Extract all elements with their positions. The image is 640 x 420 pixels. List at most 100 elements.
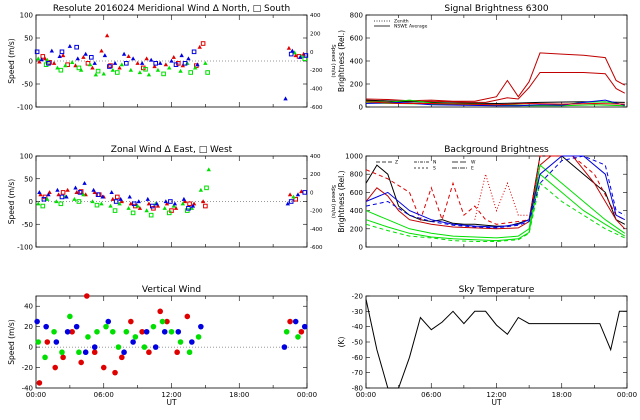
y-tick-label: 0 <box>29 198 33 206</box>
legend-label: E <box>471 166 474 172</box>
data-point <box>132 334 139 340</box>
data-point <box>139 61 145 65</box>
y-tick-label: -60 <box>352 354 363 362</box>
y-tick-label: 600 <box>350 35 363 43</box>
data-point <box>155 67 161 72</box>
vertical-wind-panel: Vertical Wind -40 -20 0 20 40 Speed (m/s) 00:00… <box>7 285 317 407</box>
data-point <box>200 41 206 46</box>
data-point <box>119 354 125 361</box>
y-tick-label: -40 <box>22 385 33 393</box>
data-point <box>100 364 107 371</box>
data-point <box>100 194 105 199</box>
chart-title: Signal Brightness 6300 <box>444 4 548 14</box>
y-tick-label: -30 <box>352 308 363 316</box>
x-tick-label: 18:00 <box>229 391 249 399</box>
data-point <box>174 349 180 356</box>
data-point <box>82 349 89 356</box>
data-point <box>139 328 145 335</box>
data-point <box>175 328 182 335</box>
data-point <box>130 210 136 216</box>
data-point <box>82 181 87 185</box>
data-point <box>137 70 143 75</box>
legend-label: Zenith <box>394 19 409 25</box>
data-point <box>283 328 290 335</box>
data-point <box>36 201 41 206</box>
y-right-tick-label: -400 <box>310 227 323 233</box>
data-point <box>182 199 188 204</box>
data-point <box>131 201 137 207</box>
y-right-axis-label: Speed (m/s) <box>330 185 336 218</box>
data-point <box>190 203 196 208</box>
data-point <box>189 339 195 345</box>
data-point <box>119 62 125 67</box>
data-point <box>39 57 44 62</box>
data-point <box>60 190 66 195</box>
y-tick-label: 0 <box>29 58 33 66</box>
plot-frame <box>35 295 308 389</box>
data-point <box>181 196 187 201</box>
legend-label: N <box>433 160 436 166</box>
data-point <box>46 61 51 66</box>
y-right-axis-label: Speed (m/s) <box>330 44 336 77</box>
y-right-tick-label: -200 <box>310 68 323 74</box>
data-point <box>206 167 211 172</box>
x-tick-label: 06:00 <box>94 391 114 399</box>
data-point <box>205 70 210 75</box>
y-tick-label: 0 <box>359 244 363 252</box>
data-point <box>115 344 122 350</box>
data-point <box>184 313 191 320</box>
data-point <box>173 62 179 67</box>
data-point <box>128 67 134 72</box>
data-point <box>298 328 305 335</box>
data-point <box>281 344 288 350</box>
data-point <box>93 72 99 77</box>
data-point <box>45 57 50 62</box>
data-point <box>144 208 149 213</box>
data-point <box>143 328 150 335</box>
plot-frame <box>365 155 628 248</box>
data-point <box>92 61 97 65</box>
data-point <box>167 65 172 70</box>
data-point <box>154 201 160 206</box>
data-point <box>197 44 202 49</box>
data-point <box>55 187 60 192</box>
data-point <box>73 323 80 330</box>
y-tick-label: 0 <box>29 344 33 352</box>
y-tick-label: -20 <box>22 364 33 372</box>
y-tick-label: 400 <box>350 207 363 215</box>
data-point <box>74 44 79 50</box>
y-tick-label: -20 <box>352 293 363 301</box>
data-point <box>112 208 118 213</box>
data-point <box>83 51 88 56</box>
data-point <box>57 54 62 58</box>
data-point <box>90 199 95 204</box>
data-point <box>112 61 118 65</box>
data-point <box>60 53 66 58</box>
data-point <box>162 206 167 210</box>
y-right-tick-label: 0 <box>310 190 314 196</box>
data-point <box>171 203 176 208</box>
data-point <box>158 61 163 65</box>
data-point <box>76 199 82 204</box>
data-point <box>178 68 183 73</box>
data-point <box>137 206 143 210</box>
data-point <box>75 56 80 61</box>
data-point <box>203 203 208 209</box>
data-point <box>113 199 119 204</box>
x-tick-label: 00:00 <box>297 391 317 399</box>
data-point <box>166 210 172 216</box>
data-point <box>290 48 295 53</box>
data-point <box>126 206 131 210</box>
data-point <box>130 56 136 61</box>
data-point <box>34 318 40 325</box>
data-point <box>198 187 204 192</box>
data-point <box>288 51 294 57</box>
data-point <box>76 349 82 356</box>
series-line <box>365 182 626 242</box>
y-tick-label: 400 <box>350 58 363 66</box>
series-line <box>365 298 627 389</box>
data-point <box>115 70 120 75</box>
data-point <box>54 199 59 204</box>
y-axis-label: Speed (m/s) <box>7 38 16 84</box>
data-point <box>36 380 43 386</box>
